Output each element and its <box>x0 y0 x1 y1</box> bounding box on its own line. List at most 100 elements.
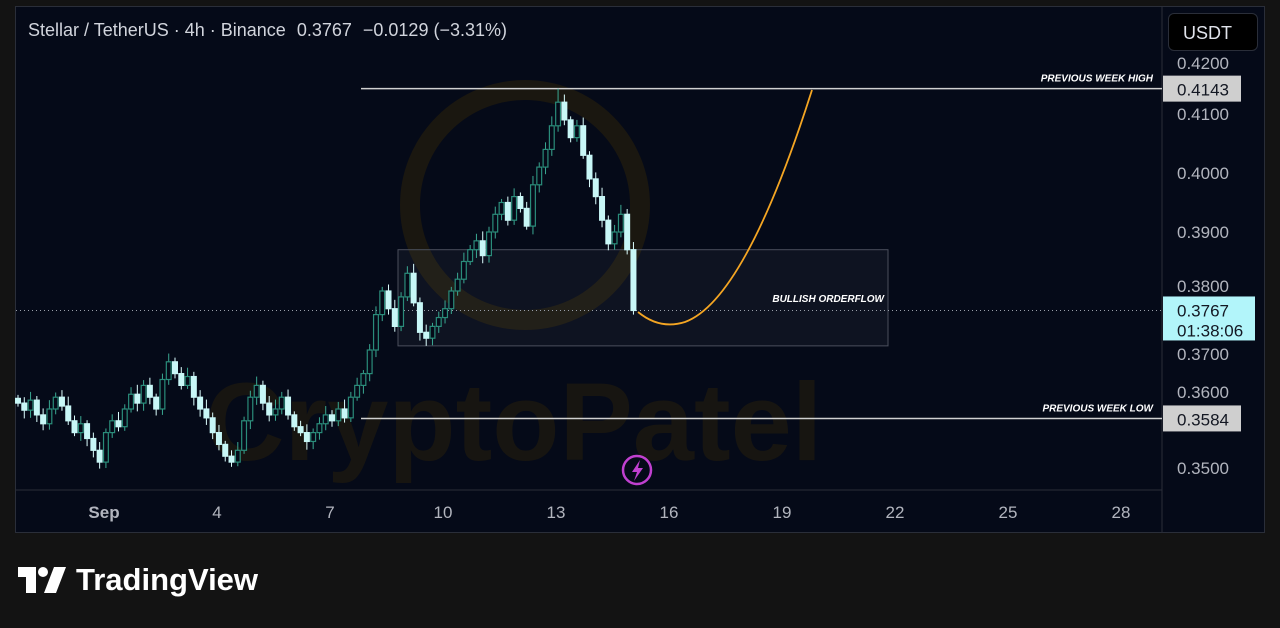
candle-body <box>15 397 22 404</box>
previous-week-low-price-text: 0.3584 <box>1177 410 1229 429</box>
candle-body <box>586 154 593 180</box>
candle-body <box>347 396 354 419</box>
candle-body <box>153 396 160 410</box>
current-price-text: 0.3767 <box>1177 301 1229 320</box>
y-tick-label: 0.4000 <box>1177 164 1229 183</box>
candle-body <box>536 166 543 186</box>
x-tick-label: 19 <box>773 503 792 522</box>
candle-body <box>234 449 241 463</box>
watermark: CryptoPatel <box>205 361 822 484</box>
candle-body <box>605 219 612 245</box>
candle-body <box>84 423 91 440</box>
x-tick-label: 13 <box>547 503 566 522</box>
brand-name: TradingView <box>76 562 259 597</box>
candle-body <box>492 213 499 233</box>
y-tick-label: 0.4200 <box>1177 54 1229 73</box>
currency-button[interactable]: USDT <box>1168 13 1258 51</box>
lightning-icon <box>632 460 643 481</box>
candle-body <box>404 272 411 298</box>
candle-body <box>109 420 116 434</box>
candle-body <box>128 393 135 410</box>
candle-body <box>385 290 392 310</box>
candle-body <box>435 316 442 327</box>
candle-body <box>416 302 423 333</box>
candle-body <box>184 375 191 386</box>
candle-body <box>52 396 59 410</box>
x-tick-label: 4 <box>212 503 221 522</box>
candle-body <box>529 184 536 227</box>
x-tick-label: 28 <box>1112 503 1131 522</box>
candle-body <box>517 196 524 210</box>
candle-body <box>303 432 310 443</box>
previous-week-low-price-tag <box>1163 405 1241 432</box>
candle-body <box>77 423 84 434</box>
candle-body <box>291 414 298 428</box>
candle-body <box>555 101 562 127</box>
candle-body <box>215 432 222 446</box>
candle-body <box>561 101 568 121</box>
x-tick-label: 16 <box>660 503 679 522</box>
y-tick-label: 0.4100 <box>1177 105 1229 124</box>
candle-body <box>423 331 430 339</box>
candle-body <box>567 119 574 139</box>
candle-body <box>209 417 216 434</box>
candle-body <box>467 249 474 263</box>
candle-body <box>58 396 65 407</box>
candle-body <box>341 408 348 419</box>
candle-body <box>134 393 141 404</box>
candle-body <box>391 308 398 328</box>
price-change: −0.0129 (−3.31%) <box>362 20 507 40</box>
candle-body <box>247 396 254 422</box>
candle-body <box>611 231 618 245</box>
candle-body <box>316 423 323 434</box>
candle-body <box>473 240 480 251</box>
candle-body <box>410 272 417 304</box>
y-tick-label: 0.3900 <box>1177 223 1229 242</box>
candle-body <box>360 373 367 387</box>
y-tick-label: 0.3500 <box>1177 459 1229 478</box>
candle-body <box>599 196 606 221</box>
watermark-coin-icon <box>400 80 650 330</box>
projection-curve <box>637 89 813 326</box>
candle-body <box>460 260 467 280</box>
bullish-orderflow-zone <box>397 249 889 347</box>
candle-body <box>222 443 229 457</box>
candle-body <box>159 378 166 410</box>
tradingview-logo[interactable]: TradingView <box>18 562 258 598</box>
candle-body <box>259 384 266 404</box>
candle-body <box>442 308 449 319</box>
candle-body <box>146 384 153 398</box>
candle-body <box>573 125 580 139</box>
candle-body <box>228 455 235 463</box>
x-tick-label: 10 <box>434 503 453 522</box>
candle-body <box>71 420 78 434</box>
candle-body <box>33 399 40 416</box>
previous-week-low-label: PREVIOUS WEEK LOW <box>1042 403 1154 414</box>
candle-body <box>46 408 53 425</box>
candle-body <box>165 361 172 381</box>
candle-body <box>617 213 624 233</box>
candle-body <box>630 249 637 312</box>
candle-body <box>102 432 109 463</box>
candle-body <box>548 125 555 151</box>
price-chart[interactable]: CryptoPatel 0.4200 0.4100 0.4000 0.3900 0.380… <box>0 0 1280 540</box>
y-tick-label: 0.3700 <box>1177 345 1229 364</box>
previous-week-high-label: PREVIOUS WEEK HIGH <box>1041 74 1154 85</box>
x-tick-label: 7 <box>325 503 334 522</box>
candle-body <box>366 349 373 375</box>
candle-body <box>310 432 317 443</box>
candle-body <box>203 408 210 419</box>
y-tick-label: 0.3800 <box>1177 277 1229 296</box>
zone-label: BULLISH ORDERFLOW <box>772 294 885 305</box>
candle-body <box>272 408 279 416</box>
candle-body <box>266 402 273 416</box>
candle-body <box>479 240 486 257</box>
candle-body <box>322 414 329 425</box>
candle-body <box>115 420 122 428</box>
candle-body <box>454 278 461 292</box>
candle-countdown: 01:38:06 <box>1177 321 1243 340</box>
y-tick-label: 0.3600 <box>1177 383 1229 402</box>
candle-body <box>624 213 631 251</box>
candle-body <box>121 408 128 428</box>
candle-body <box>372 314 379 351</box>
